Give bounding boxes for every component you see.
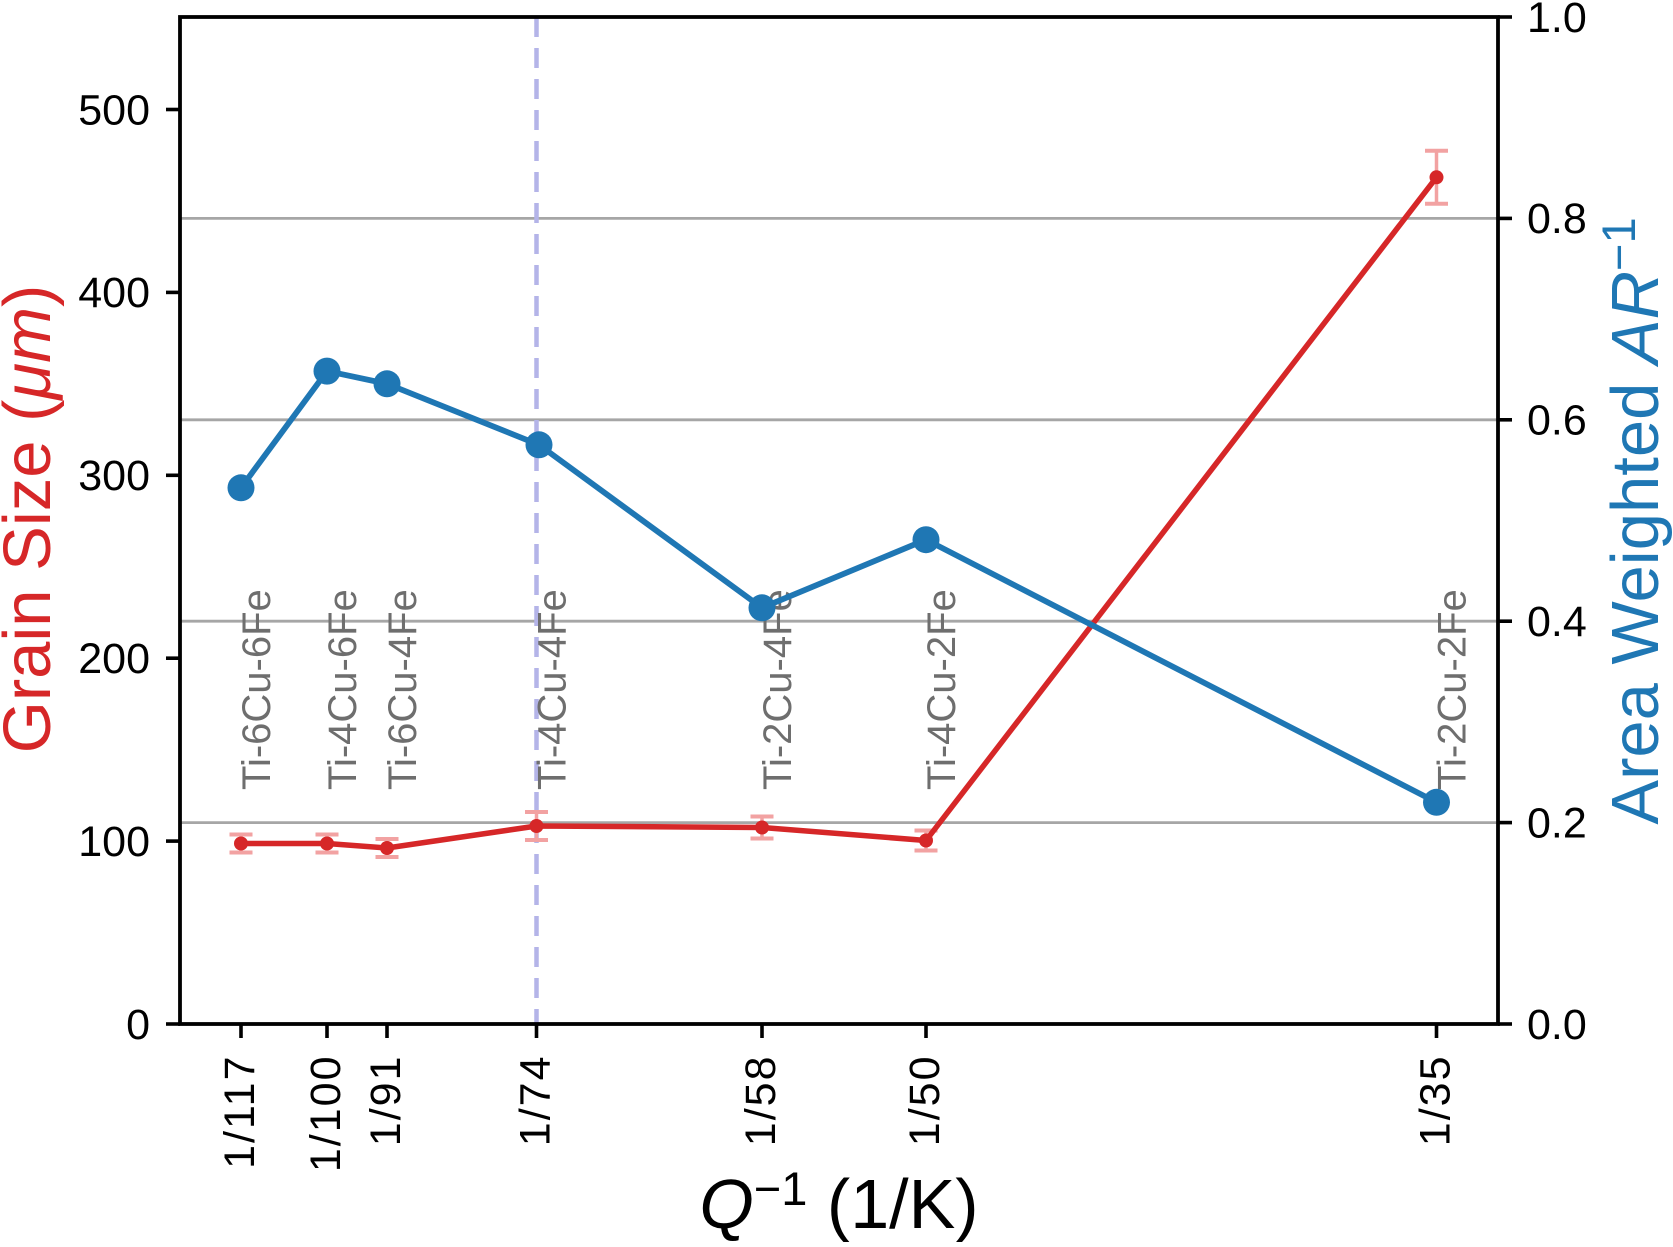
svg-text:1/35: 1/35	[1412, 1055, 1460, 1147]
svg-text:Ti-4Cu-4Fe: Ti-4Cu-4Fe	[531, 589, 575, 790]
svg-text:1/74: 1/74	[512, 1055, 560, 1147]
svg-text:300: 300	[78, 452, 150, 500]
svg-text:200: 200	[78, 635, 150, 683]
svg-text:100: 100	[78, 818, 150, 866]
svg-text:0.6: 0.6	[1527, 397, 1587, 445]
svg-text:Ti-4Cu-6Fe: Ti-4Cu-6Fe	[321, 589, 365, 790]
svg-text:Ti-2Cu-4Fe: Ti-2Cu-4Fe	[756, 589, 800, 790]
svg-text:Ti-4Cu-2Fe: Ti-4Cu-2Fe	[920, 589, 964, 790]
svg-text:1.0: 1.0	[1527, 0, 1587, 42]
svg-text:Grain Size (μm): Grain Size (μm)	[0, 285, 65, 754]
svg-text:0: 0	[126, 1001, 150, 1049]
svg-text:0.8: 0.8	[1527, 195, 1587, 243]
svg-text:1/91: 1/91	[362, 1055, 410, 1147]
svg-text:400: 400	[78, 269, 150, 317]
svg-text:Ti-2Cu-2Fe: Ti-2Cu-2Fe	[1431, 589, 1475, 790]
svg-text:Ti-6Cu-4Fe: Ti-6Cu-4Fe	[381, 589, 425, 790]
svg-text:500: 500	[78, 86, 150, 134]
svg-text:0.2: 0.2	[1527, 799, 1587, 847]
svg-text:1/100: 1/100	[302, 1055, 350, 1173]
svg-text:0.0: 0.0	[1527, 1001, 1587, 1049]
svg-text:1/117: 1/117	[216, 1055, 264, 1169]
svg-text:Q−1 (1/K): Q−1 (1/K)	[699, 1162, 978, 1242]
svg-text:1/50: 1/50	[901, 1055, 949, 1147]
svg-text:Ti-6Cu-6Fe: Ti-6Cu-6Fe	[235, 589, 279, 790]
svg-text:1/58: 1/58	[737, 1055, 785, 1147]
svg-text:0.4: 0.4	[1527, 598, 1587, 646]
svg-text:Area Weighted AR−1: Area Weighted AR−1	[1592, 217, 1673, 824]
